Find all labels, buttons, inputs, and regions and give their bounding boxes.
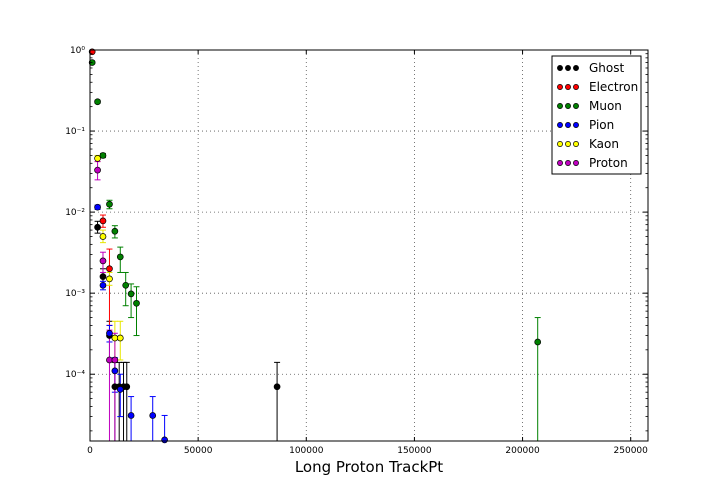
kaon-point bbox=[99, 233, 107, 240]
legend-marker-kaon bbox=[565, 141, 571, 147]
legend-marker-proton bbox=[557, 160, 563, 166]
pion-point bbox=[116, 386, 124, 393]
data-points bbox=[88, 48, 542, 444]
ghost-point bbox=[99, 273, 107, 280]
electron-point bbox=[106, 265, 113, 273]
legend-marker-kaon bbox=[557, 141, 563, 147]
pion-point bbox=[94, 203, 101, 211]
x-axis-label: Long Proton TrackPt bbox=[295, 458, 443, 476]
pion-point bbox=[149, 412, 157, 419]
legend-marker-ghost bbox=[573, 65, 579, 71]
pion-point bbox=[99, 281, 107, 289]
legend-label-ghost: Ghost bbox=[589, 61, 624, 75]
ghost-point bbox=[123, 383, 131, 391]
muon-point bbox=[94, 98, 101, 106]
muon-point bbox=[122, 281, 130, 289]
kaon-point bbox=[106, 275, 113, 283]
muon-point bbox=[127, 290, 135, 298]
electron-point bbox=[99, 217, 107, 225]
proton-point bbox=[99, 257, 107, 265]
kaon-point bbox=[94, 155, 101, 162]
muon-point bbox=[133, 299, 140, 307]
legend-label-proton: Proton bbox=[589, 156, 628, 170]
legend-marker-muon bbox=[573, 103, 579, 109]
pion-point bbox=[106, 329, 113, 337]
kaon-point bbox=[116, 334, 124, 342]
legend-marker-pion bbox=[565, 122, 571, 128]
legend: Ghost Electron Muon Pion Kaon Proton bbox=[551, 55, 642, 175]
x-axis-ticks: 0 50000 100000 150000 200000 250000 bbox=[87, 50, 648, 456]
legend-marker-electron bbox=[573, 84, 579, 90]
y-tick-label: 10⁰ bbox=[70, 46, 85, 56]
legend-marker-pion bbox=[573, 122, 579, 128]
legend-label-pion: Pion bbox=[589, 118, 614, 132]
legend-marker-kaon bbox=[573, 141, 579, 147]
legend-marker-pion bbox=[557, 122, 563, 128]
muon-point bbox=[534, 338, 542, 346]
pion-point bbox=[127, 412, 135, 419]
muon-point bbox=[106, 200, 113, 208]
pion-point bbox=[111, 367, 119, 375]
y-tick-label: 10⁻⁴ bbox=[65, 370, 85, 380]
y-tick-label: 10⁻³ bbox=[65, 289, 85, 299]
legend-marker-muon bbox=[565, 103, 571, 109]
legend-box bbox=[551, 55, 642, 175]
legend-label-electron: Electron bbox=[589, 80, 638, 94]
x-tick-label: 250000 bbox=[614, 446, 649, 456]
ghost-point bbox=[273, 383, 281, 391]
legend-marker-electron bbox=[565, 84, 571, 90]
legend-marker-muon bbox=[557, 103, 563, 109]
legend-marker-ghost bbox=[557, 65, 563, 71]
muon-point bbox=[111, 227, 119, 235]
y-tick-label: 10⁻¹ bbox=[65, 127, 85, 137]
proton-point bbox=[94, 166, 101, 174]
x-tick-label: 100000 bbox=[289, 446, 324, 456]
plot-frame bbox=[89, 49, 649, 442]
x-tick-label: 150000 bbox=[397, 446, 432, 456]
proton-point bbox=[111, 356, 119, 364]
legend-label-muon: Muon bbox=[589, 99, 622, 113]
y-axis-ticks: 10⁻⁴ 10⁻³ 10⁻² 10⁻¹ 10⁰ bbox=[65, 46, 648, 432]
muon-point bbox=[99, 152, 107, 159]
x-tick-label: 0 bbox=[87, 446, 93, 456]
legend-marker-electron bbox=[557, 84, 563, 90]
legend-marker-ghost bbox=[565, 65, 571, 71]
muon-point bbox=[116, 253, 124, 261]
x-tick-label: 50000 bbox=[184, 446, 213, 456]
legend-marker-proton bbox=[565, 160, 571, 166]
x-tick-label: 200000 bbox=[505, 446, 540, 456]
y-tick-label: 10⁻² bbox=[65, 208, 85, 218]
legend-marker-proton bbox=[573, 160, 579, 166]
pion-point bbox=[161, 436, 168, 444]
legend-label-kaon: Kaon bbox=[589, 137, 619, 151]
ghost-point bbox=[94, 223, 101, 231]
